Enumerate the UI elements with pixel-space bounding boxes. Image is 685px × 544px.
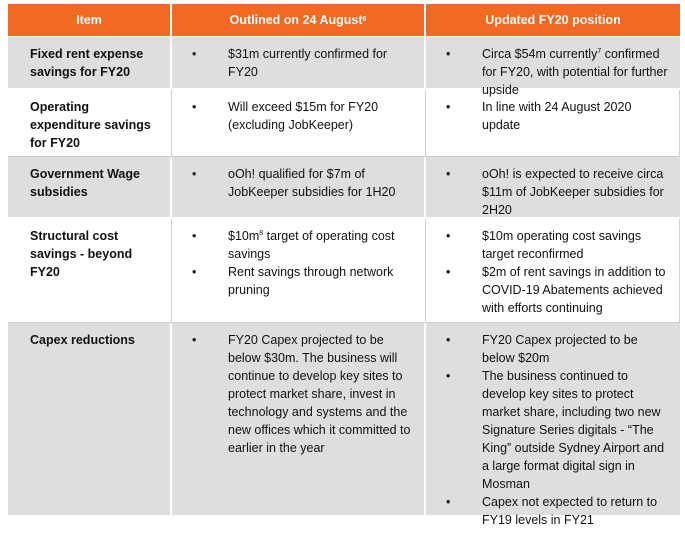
list-item: $10m operating cost savings target recon…: [446, 227, 671, 263]
row-outlined: FY20 Capex projected to be below $30m. T…: [172, 323, 426, 515]
table-row: Capex reductions FY20 Capex projected to…: [8, 323, 680, 527]
table-row: Fixed rent expense savings for FY20 $31m…: [8, 37, 680, 97]
row-item: Structural cost savings - beyond FY20: [8, 219, 172, 322]
table-row: Operating expenditure savings for FY20 W…: [8, 90, 680, 157]
list-item: In line with 24 August 2020 update: [446, 98, 671, 134]
list-item: FY20 Capex projected to be below $30m. T…: [192, 331, 416, 457]
row-item-label: Fixed rent expense savings for FY20: [30, 47, 144, 79]
header-updated: Updated FY20 position: [426, 4, 680, 36]
row-outlined: oOh! qualified for $7m of JobKeeper subs…: [172, 157, 426, 217]
row-updated: oOh! is expected to receive circa $11m o…: [426, 157, 680, 217]
row-outlined: $10m8 target of operating cost savings R…: [172, 219, 426, 322]
header-updated-label: Updated FY20 position: [485, 13, 621, 27]
row-item-label: Government Wage subsidies: [30, 167, 140, 199]
table-row: Structural cost savings - beyond FY20 $1…: [8, 219, 680, 323]
header-outlined: Outlined on 24 August 6: [172, 4, 426, 36]
list-item: Rent savings through network pruning: [192, 263, 417, 299]
list-item: $2m of rent savings in addition to COVID…: [446, 263, 671, 317]
footnote-marker: 7: [597, 47, 602, 55]
header-item-label: Item: [76, 13, 102, 27]
list-item: Circa $54m currently7 confirmed for FY20…: [446, 45, 672, 99]
row-updated: In line with 24 August 2020 update: [426, 90, 680, 156]
row-item-label: Capex reductions: [30, 333, 135, 347]
list-item: $10m8 target of operating cost savings: [192, 227, 417, 263]
row-updated: FY20 Capex projected to be below $20m Th…: [426, 323, 680, 527]
footnote-marker: 8: [259, 229, 264, 237]
table-header: Item Outlined on 24 August 6 Updated FY20…: [8, 4, 680, 37]
list-item: oOh! is expected to receive circa $11m o…: [446, 165, 672, 219]
row-outlined: $31m currently confirmed for FY20: [172, 37, 426, 88]
row-item-label: Operating expenditure savings for FY20: [30, 100, 151, 150]
list-item: oOh! qualified for $7m of JobKeeper subs…: [192, 165, 416, 201]
list-item: Will exceed $15m for FY20 (excluding Job…: [192, 98, 417, 134]
row-item: Operating expenditure savings for FY20: [8, 90, 172, 156]
header-outlined-label: Outlined on 24 August: [229, 13, 363, 27]
list-item: The business continued to develop key si…: [446, 367, 672, 493]
row-updated: Circa $54m currently7 confirmed for FY20…: [426, 37, 680, 97]
list-item: Capex not expected to return to FY19 lev…: [446, 493, 672, 529]
header-item: Item: [8, 4, 172, 36]
row-outlined: Will exceed $15m for FY20 (excluding Job…: [172, 90, 426, 156]
list-item: $31m currently confirmed for FY20: [192, 45, 416, 81]
list-item: FY20 Capex projected to be below $20m: [446, 331, 672, 367]
row-item: Capex reductions: [8, 323, 172, 515]
row-item-label: Structural cost savings - beyond FY20: [30, 229, 133, 279]
row-item: Fixed rent expense savings for FY20: [8, 37, 172, 88]
savings-table: Item Outlined on 24 August 6 Updated FY20…: [8, 4, 680, 527]
row-updated: $10m operating cost savings target recon…: [426, 219, 680, 322]
table-row: Government Wage subsidies oOh! qualified…: [8, 157, 680, 219]
row-item: Government Wage subsidies: [8, 157, 172, 217]
